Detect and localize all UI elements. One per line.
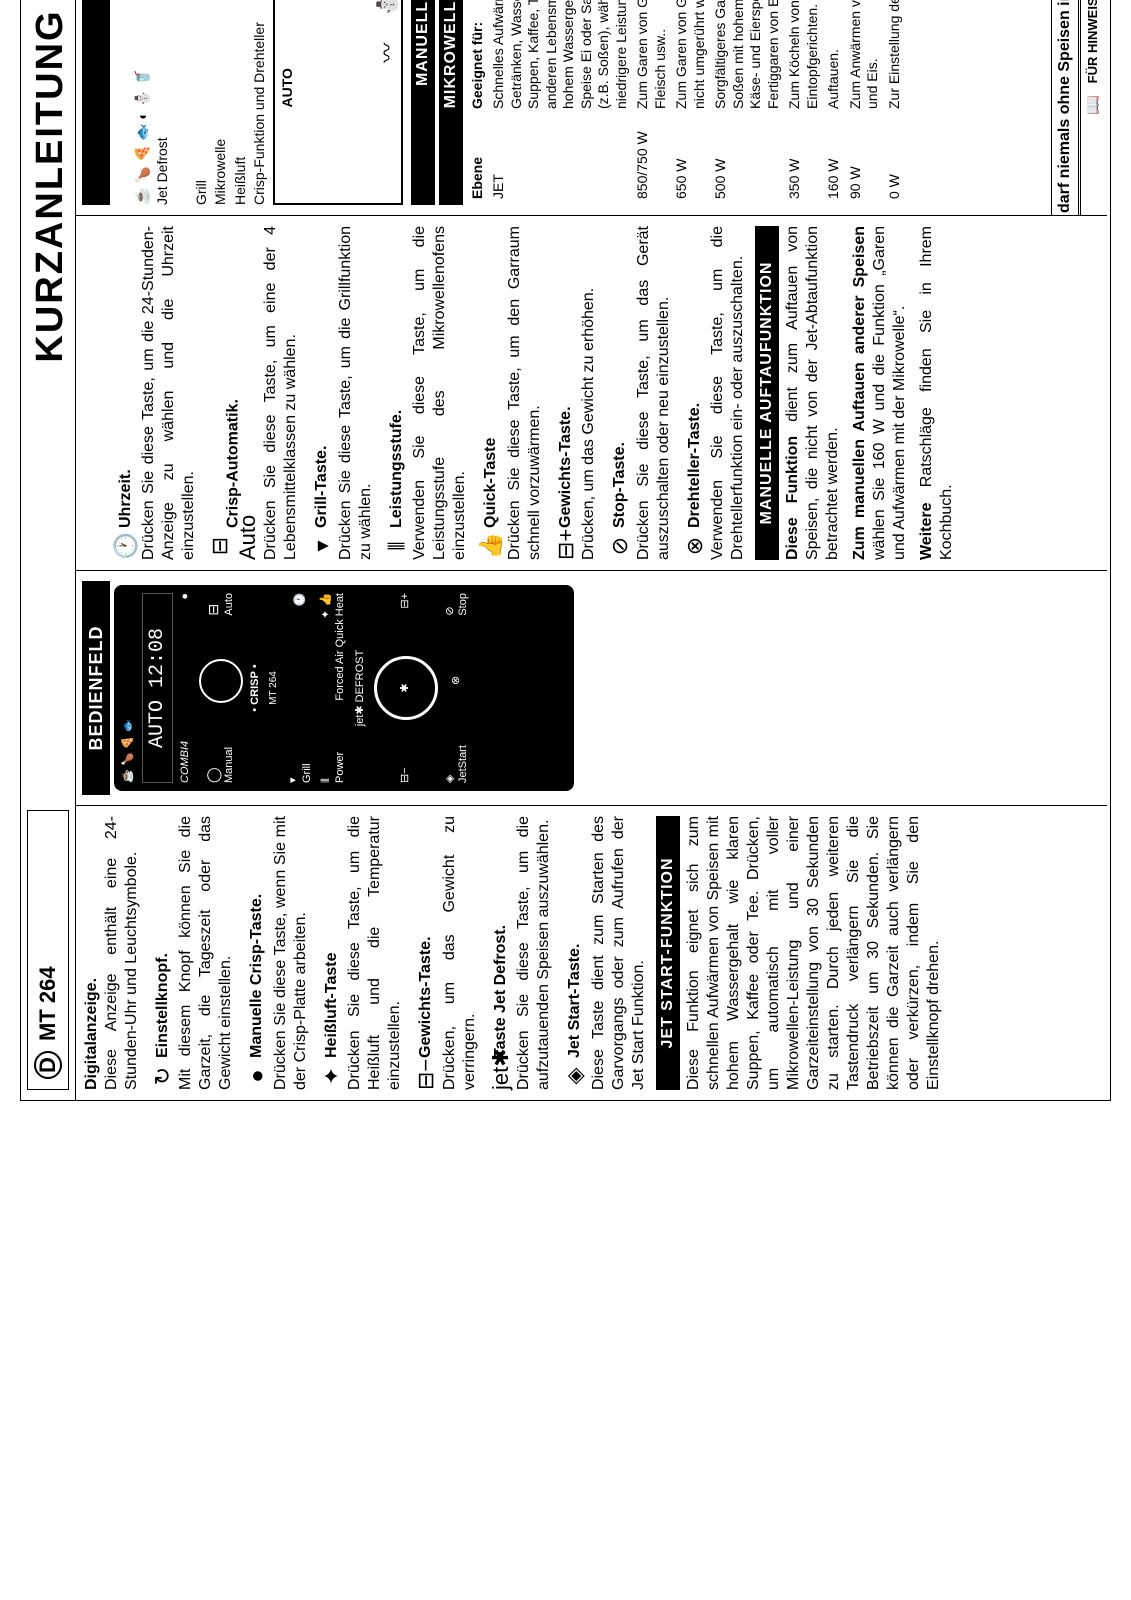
display-mock: AUTO ✱ KG 12:30 〰 ⛄ ✦ ⊗ — — — <box>273 0 403 205</box>
note-text: ANMERKUNG: Wenn Sie mit Mikrowellenfunkt… <box>1055 0 1075 215</box>
select-title: MANUELLE AUSWAHL DER LEISTUNGSSTUFE <box>411 0 435 205</box>
left-item: ⊟−Gewichts-Taste. Drücken, um das Gewich… <box>412 816 480 1090</box>
item-icon: ▾ <box>308 532 336 560</box>
mid-item: ▾Grill-Taste.Drücken Sie diese Taste, um… <box>308 226 376 560</box>
sub: Geeignet für: <box>469 22 485 109</box>
panel-column: BEDIENFELD ☕ 🍗 🍕 🐟 AUTO 12:08 COMBI4● ◯M… <box>76 570 1107 805</box>
lbl: Auto <box>223 593 235 616</box>
item-icon: ◈ <box>561 1062 589 1090</box>
lbl: Power <box>334 752 346 783</box>
manual-line: Zum manuellen Auftauen anderer Speisen w… <box>850 226 910 560</box>
level-row: 350 WZum Köcheln von Eintopfgerichten. <box>784 0 823 205</box>
left-item: ●Manuelle Crisp-Taste. Drücken Sie diese… <box>243 816 311 1090</box>
mid-item: ⊘Stop-Taste.Drücken Sie diese Taste, um … <box>606 226 674 560</box>
item-icon: ↻ <box>149 1062 177 1090</box>
manual-line: Weitere Ratschläge finden Sie in Ihrem K… <box>917 226 957 560</box>
item-icon: ⊟− <box>412 1062 440 1090</box>
item-icon: ⊟+ <box>552 532 580 560</box>
level-row: 650 WZum Garen von Gerichten, die nicht … <box>671 0 710 205</box>
page-title: KURZANLEITUNG <box>21 0 75 810</box>
auto-label: AUTO <box>279 68 297 107</box>
item-icon: ● <box>243 1062 271 1090</box>
mid-item: ⊟+Gewichts-Taste.Drücken, um das Gewicht… <box>552 226 600 560</box>
item-icon: 🕐 <box>112 532 140 560</box>
left-item: ◈Jet Start-Taste. Diese Taste dient zum … <box>561 816 649 1090</box>
top-label: Lebensmittelklassen <box>114 0 134 205</box>
lbl: JetStart <box>457 745 469 783</box>
level-row: 160 WAuftauen. <box>823 0 845 205</box>
lbl: CRISP <box>249 671 261 705</box>
model-label: MT 264 <box>34 966 62 1041</box>
display-tag-row: HeißluftZahlenanzeige <box>232 0 250 205</box>
control-panel: ☕ 🍗 🍕 🐟 AUTO 12:08 COMBI4● ◯Manual ⊟Auto… <box>114 585 574 791</box>
left-item: jet✱Taste Jet Defrost. Drücken Sie diese… <box>487 816 555 1090</box>
item-icon: ⊟ Auto <box>206 532 261 560</box>
label: COMBI4 <box>179 741 191 783</box>
mw-table: EbeneGeeignet für: JETSchnelles Aufwärme… <box>467 0 906 205</box>
panel-title: BEDIENFELD <box>82 581 111 795</box>
lbl: Forced Air <box>334 650 346 700</box>
left-item: Digitalanzeige. Diese Anzeige enthält ei… <box>82 816 142 1090</box>
lbl: Quick Heat <box>334 593 346 647</box>
level-row: 500 WSorgfältigeres Garen z.B. für Soßen… <box>710 0 784 205</box>
mid-column: 🕐Uhrzeit.Drücken Sie diese Taste, um die… <box>76 215 1107 570</box>
model-cell: D MT 264 <box>27 810 69 1090</box>
mid-item: ⊟ AutoCrisp-Automatik.Drücken Sie diese … <box>206 226 301 560</box>
digits: 12:30 <box>296 0 376 199</box>
display-tag-row: GrillAktive Auswahl <box>193 0 211 205</box>
left-item: ✦Heißluft-Taste Drücken Sie diese Taste,… <box>318 816 406 1090</box>
item-icon: ⊗ <box>681 532 709 560</box>
left-item: ↻Einstellknopf. Mit diesem Knopf können … <box>149 816 237 1090</box>
jet-title: JET START-FUNKTION <box>656 816 680 1090</box>
dial-top <box>199 659 243 703</box>
lbl: Stop <box>457 593 469 616</box>
manual-title: MANUELLE AUFTAUFUNKTION <box>755 226 779 560</box>
mw-title: MIKROWELLE <box>439 0 463 205</box>
display-title: DISPLAYANZEIGEN <box>82 0 111 205</box>
lang-badge: D <box>34 1051 62 1079</box>
left-column: Digitalanzeige. Diese Anzeige enthält ei… <box>76 805 1107 1100</box>
manual-line: Diese Funktion dient zum Auftauen von Sp… <box>783 226 843 560</box>
dial-main: ✱ <box>374 656 438 720</box>
item-icon: 👍 <box>477 532 505 560</box>
item-icon: ⊘ <box>606 532 634 560</box>
item-icon: ⦀ <box>383 532 411 560</box>
mid-item: 🕐Uhrzeit.Drücken Sie diese Taste, um die… <box>112 226 200 560</box>
display-tag-row: Auftauvorgang <box>173 0 191 205</box>
jet-text: Diese Funktion eignet sich zum schnellen… <box>684 816 944 1090</box>
page: D MT 264 KURZANLEITUNG Digitalanzeige. D… <box>20 0 1111 1101</box>
book-icon: 📖 <box>1084 95 1104 115</box>
mid-item: 👍Quick-TasteDrücken Sie diese Taste, um … <box>477 226 545 560</box>
mid-item: ⊗Drehteller-Taste.Verwenden Sie diese Ta… <box>681 226 749 560</box>
mid-item: ⦀Leistungsstufe.Verwenden Sie diese Tast… <box>383 226 471 560</box>
level-row: 90 WZum Anwärmen von Butter, Käse und Ei… <box>845 0 884 205</box>
lbl: Manual <box>223 747 235 783</box>
lbl: MT 264 <box>268 671 281 705</box>
level-row: JETSchnelles Aufwärmen von Getränken, Wa… <box>488 0 632 205</box>
header: D MT 264 KURZANLEITUNG <box>21 0 76 1100</box>
item-icon: jet✱ <box>487 1062 515 1090</box>
lbl: jet✱ DEFROST <box>354 650 368 726</box>
display-tag-row: Crisp-Funktion und DrehtellerMikrowelle-… <box>251 0 269 205</box>
level-row: 0 WZur Einstellung der Wartezeit. <box>884 0 906 205</box>
display-tag-row: MikrowelleGewicht <box>212 0 230 205</box>
display-tag-row: Jet DefrostCrisp-Automatik <box>154 0 172 205</box>
lbl: Grill <box>301 763 313 783</box>
level-row: 850/750 WZum Garen von Gemüse, Fisch, Fl… <box>632 0 671 205</box>
item-icon: ✦ <box>318 1062 346 1090</box>
footer-text: FÜR HINWEISE ZUM BETRIEB SCHLAGEN SIE BI… <box>1085 0 1101 83</box>
right-column: DISPLAYANZEIGEN Lebensmittelklassen ☕ 🍗 … <box>76 0 1107 215</box>
